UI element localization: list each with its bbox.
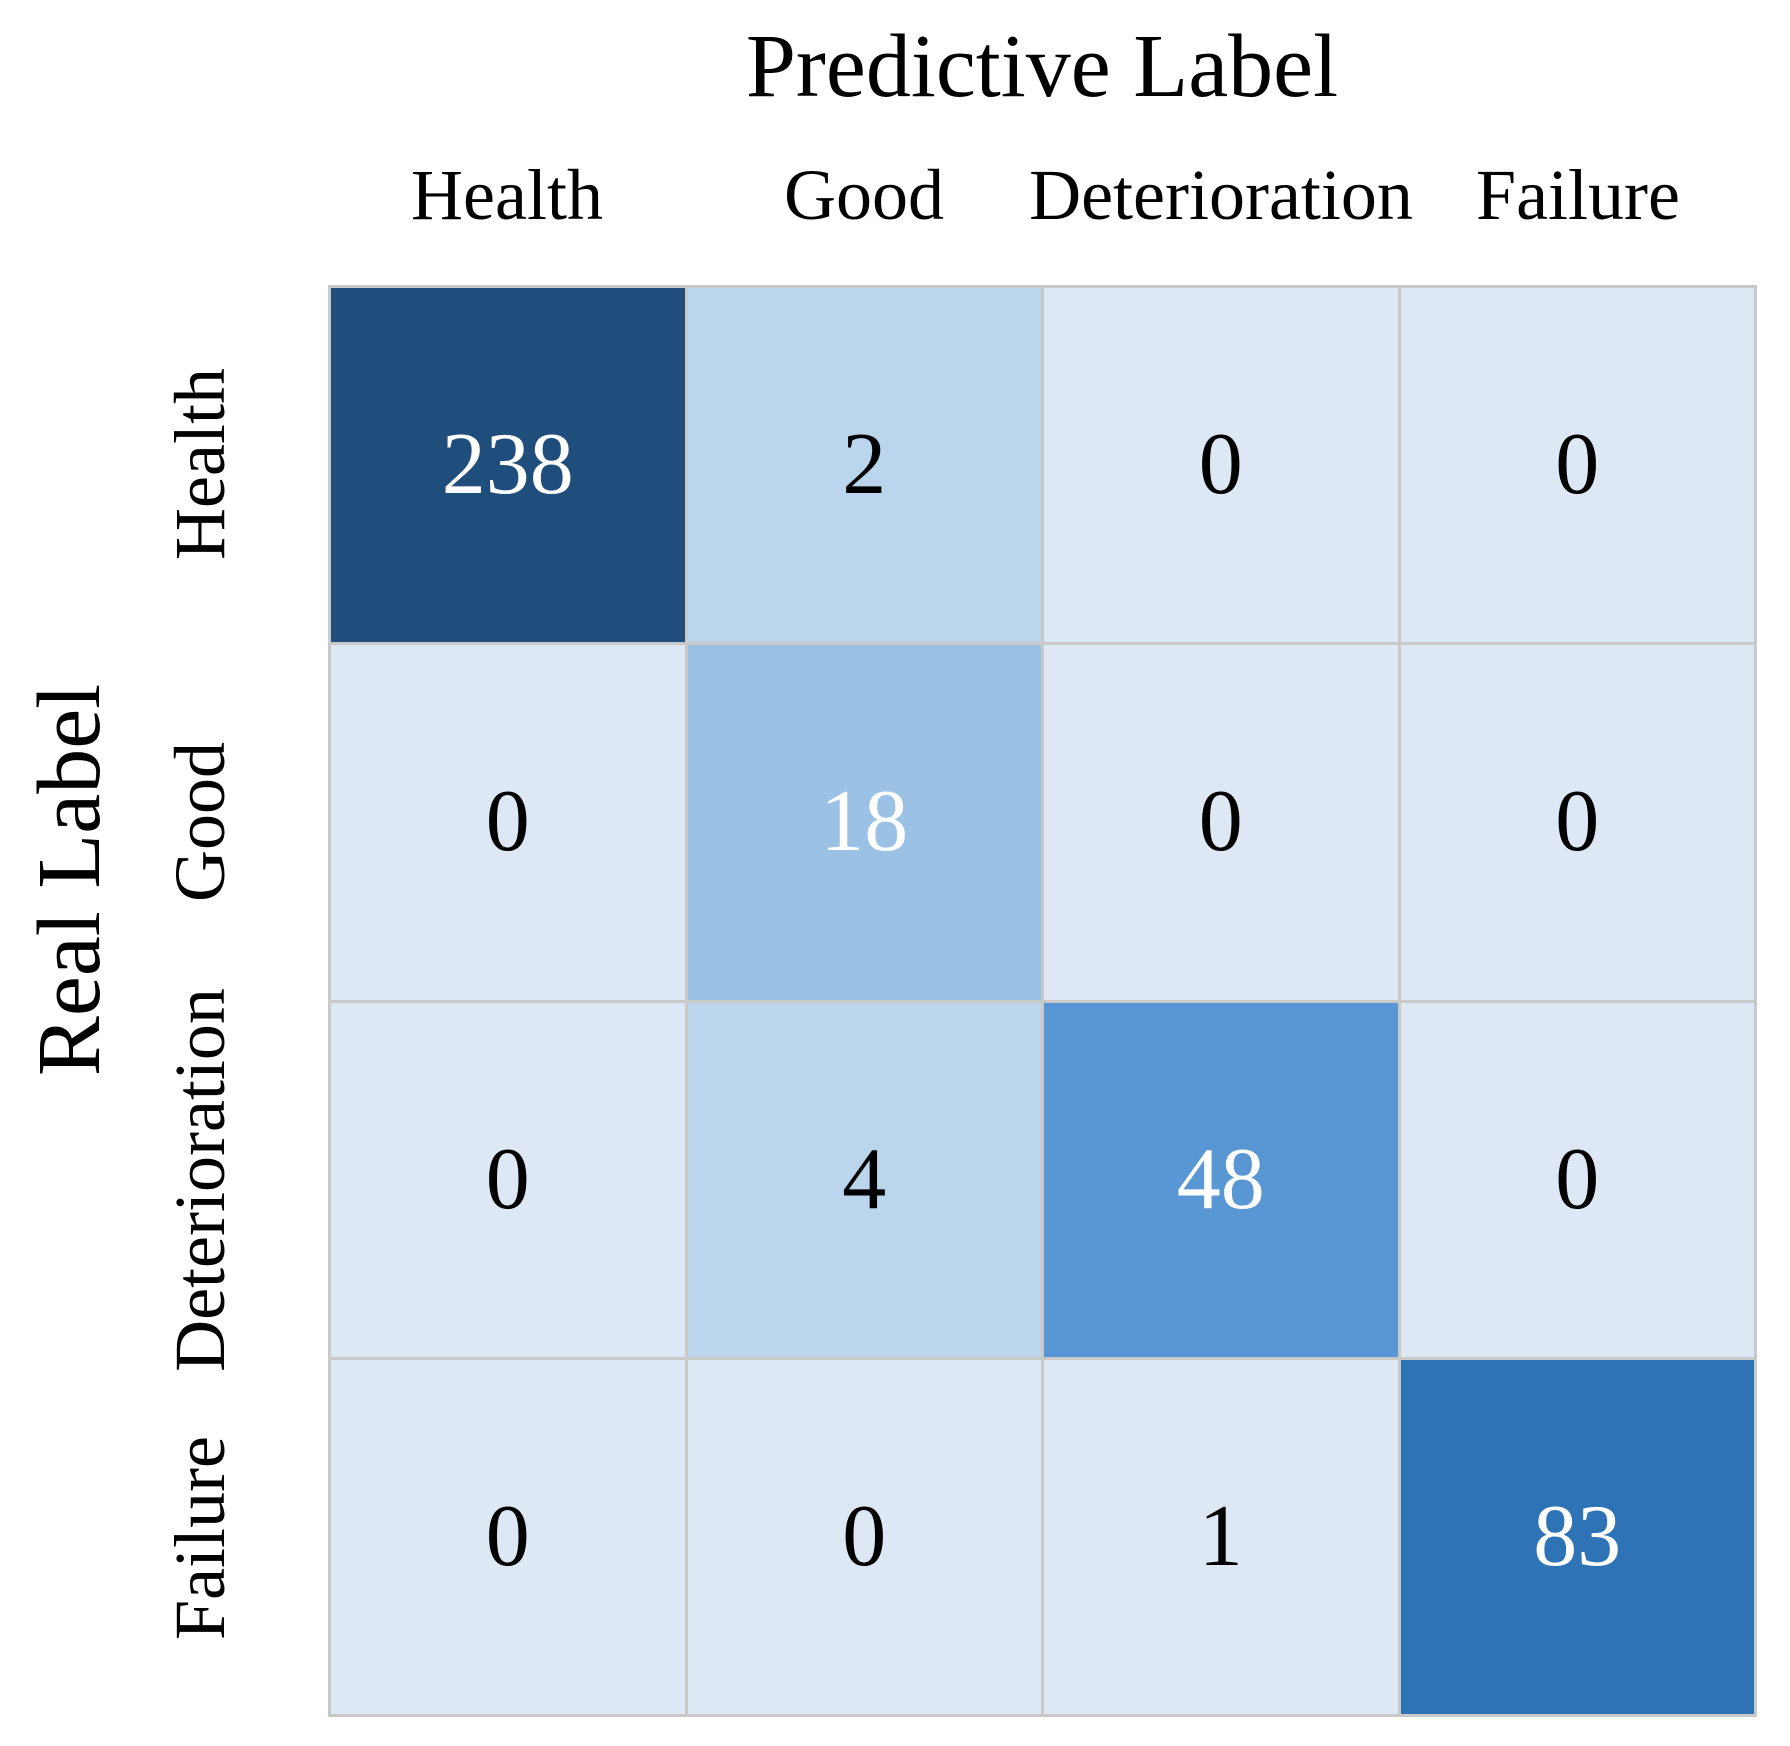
matrix-cell-r3c2: 1 bbox=[1044, 1359, 1398, 1714]
column-header-good: Good bbox=[784, 155, 944, 235]
row-header-deterioration: Deterioration bbox=[160, 988, 240, 1372]
matrix-cell-r1c0: 0 bbox=[331, 645, 685, 1000]
y-axis-title: Real Label bbox=[20, 683, 119, 1077]
column-header-health: Health bbox=[411, 155, 603, 235]
x-axis-title: Predictive Label bbox=[745, 17, 1339, 116]
matrix-cell-r3c3: 83 bbox=[1400, 1359, 1754, 1714]
matrix-cell-r3c0: 0 bbox=[331, 1359, 685, 1714]
matrix-cell-r3c1: 0 bbox=[687, 1359, 1041, 1714]
heatmap-grid: 238 2 0 0 0 18 0 0 0 4 48 0 0 0 1 83 bbox=[328, 285, 1757, 1717]
matrix-cell-r1c1: 18 bbox=[687, 645, 1041, 1000]
matrix-cell-r0c0: 238 bbox=[331, 288, 685, 643]
matrix-cell-r2c2: 48 bbox=[1044, 1002, 1398, 1357]
matrix-cell-r1c2: 0 bbox=[1044, 645, 1398, 1000]
row-header-failure: Failure bbox=[160, 1436, 240, 1640]
matrix-cell-r2c1: 4 bbox=[687, 1002, 1041, 1357]
matrix-cell-r2c3: 0 bbox=[1400, 1002, 1754, 1357]
matrix-cell-r0c3: 0 bbox=[1400, 288, 1754, 643]
matrix-cell-r0c1: 2 bbox=[687, 288, 1041, 643]
matrix-cell-r1c3: 0 bbox=[1400, 645, 1754, 1000]
row-header-health: Health bbox=[160, 368, 240, 560]
row-header-good: Good bbox=[160, 742, 240, 902]
matrix-cell-r2c0: 0 bbox=[331, 1002, 685, 1357]
column-header-deterioration: Deterioration bbox=[1029, 155, 1413, 235]
matrix-cell-r0c2: 0 bbox=[1044, 288, 1398, 643]
column-header-failure: Failure bbox=[1476, 155, 1680, 235]
